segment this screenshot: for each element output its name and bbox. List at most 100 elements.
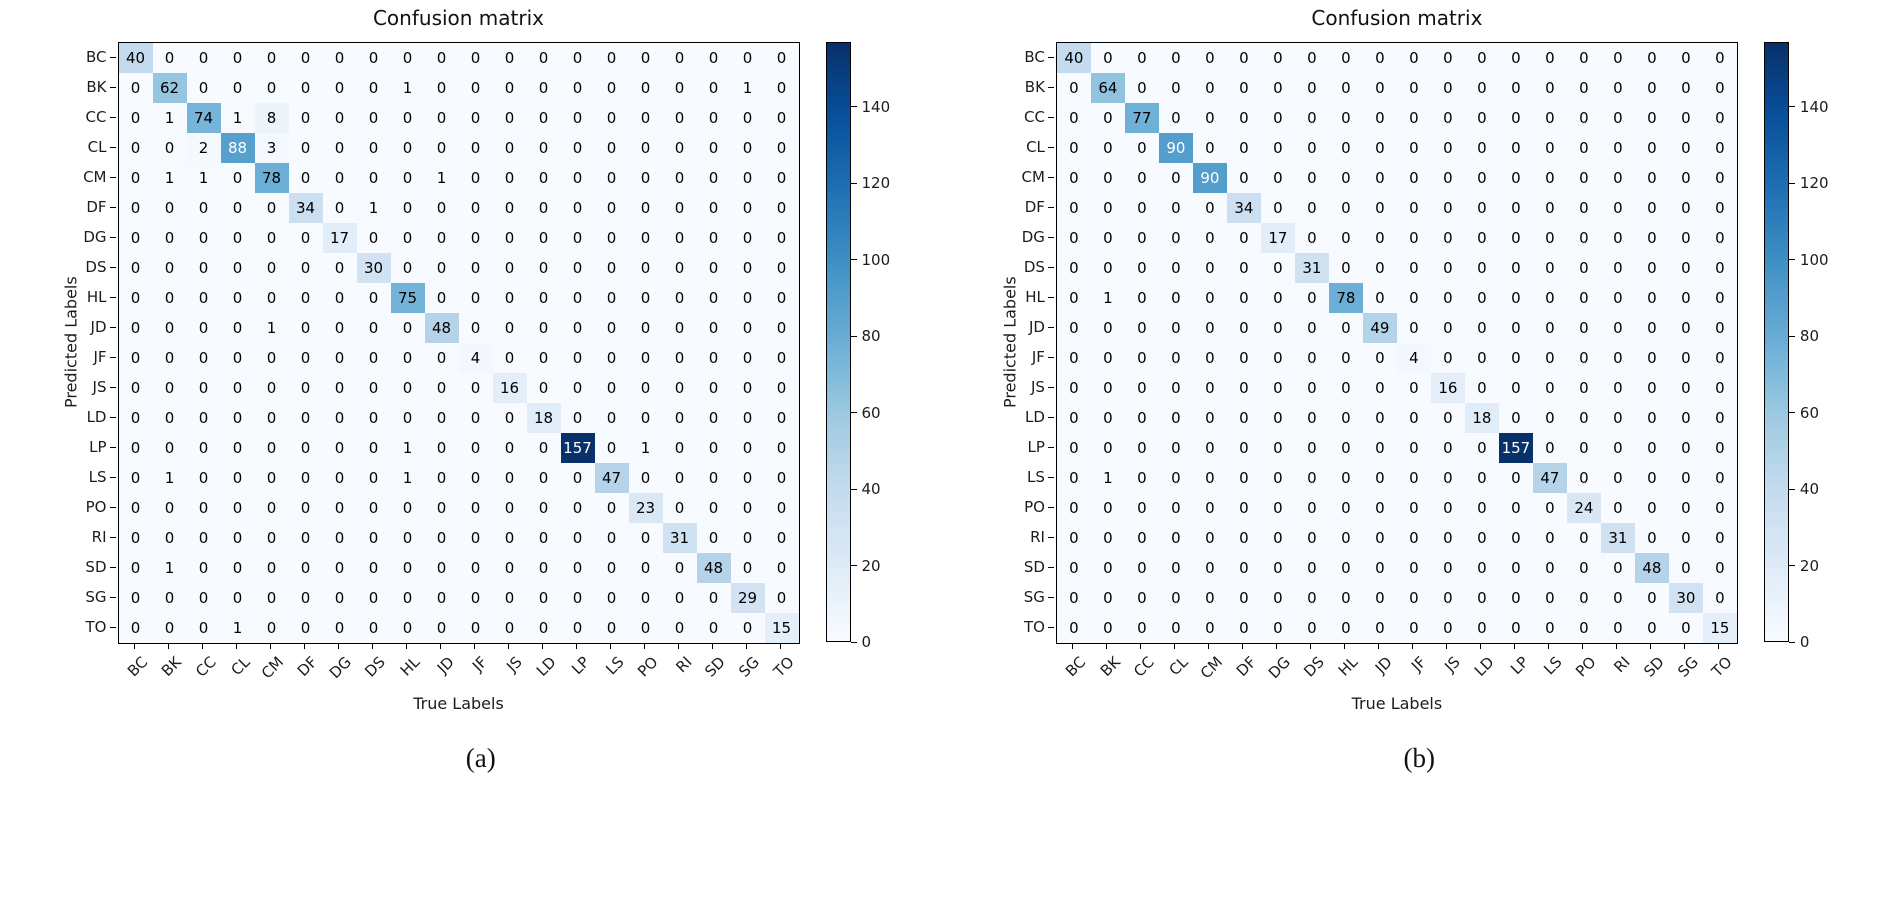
- heatmap-cell: 0: [1226, 43, 1261, 73]
- x-tick: DF: [288, 644, 322, 692]
- heatmap-cell: 0: [730, 133, 765, 163]
- heatmap-cell: 0: [390, 103, 425, 133]
- heatmap-cell: 0: [730, 343, 765, 373]
- heatmap-cell: 0: [764, 313, 799, 343]
- heatmap-cell: 0: [1600, 313, 1635, 343]
- heatmap-cell: 0: [1702, 433, 1737, 463]
- heatmap-cell: 0: [526, 43, 561, 73]
- heatmap-cell: 0: [730, 523, 765, 553]
- heatmap-cell: 0: [390, 163, 425, 193]
- heatmap-cell: 0: [220, 43, 255, 73]
- heatmap-cell: 0: [730, 613, 765, 643]
- heatmap-cell: 0: [118, 193, 153, 223]
- heatmap-cell: 0: [1090, 163, 1125, 193]
- heatmap-cell: 48: [424, 313, 459, 343]
- heatmap-cell: 0: [356, 553, 391, 583]
- heatmap-cell: 0: [1464, 373, 1499, 403]
- heatmap-cell: 0: [1600, 103, 1635, 133]
- y-tick-label: TO: [1022, 612, 1056, 642]
- x-tick-label: RI: [671, 653, 696, 677]
- y-tick-label: CL: [1022, 132, 1056, 162]
- heatmap-cell: 0: [1090, 223, 1125, 253]
- heatmap-cell: 0: [1702, 283, 1737, 313]
- heatmap-cell: 0: [492, 583, 527, 613]
- heatmap-cell: 0: [152, 253, 187, 283]
- heatmap-cell: 0: [1362, 343, 1397, 373]
- heatmap-cell: 0: [1362, 193, 1397, 223]
- heatmap-cell: 0: [1566, 523, 1601, 553]
- heatmap-cell: 40: [118, 43, 153, 73]
- heatmap-cell: 64: [1090, 73, 1125, 103]
- heatmap-cell: 0: [1702, 313, 1737, 343]
- heatmap-cell: 0: [356, 313, 391, 343]
- heatmap-cell: 0: [1634, 493, 1669, 523]
- heatmap-cell: 0: [1362, 463, 1397, 493]
- x-tick: PO: [628, 644, 662, 692]
- heatmap-cell: 0: [594, 373, 629, 403]
- heatmap-cell: 0: [560, 613, 595, 643]
- y-tick-label: CM: [1022, 162, 1056, 192]
- x-tick: BC: [1056, 644, 1090, 692]
- heatmap-cell: 34: [288, 193, 323, 223]
- heatmap-cell: 0: [628, 553, 663, 583]
- heatmap-cell: 30: [1668, 583, 1703, 613]
- heatmap-cell: 0: [1260, 73, 1295, 103]
- heatmap-cell: 0: [288, 163, 323, 193]
- heatmap-cell: 0: [1056, 163, 1091, 193]
- x-tick: LP: [1498, 644, 1532, 692]
- heatmap-cell: 0: [1702, 343, 1737, 373]
- heatmap-cell: 0: [1294, 43, 1329, 73]
- colorbar-tick-label: 80: [1799, 327, 1820, 346]
- heatmap-cell: 0: [560, 43, 595, 73]
- heatmap-cell: 0: [220, 193, 255, 223]
- heatmap-cell: 0: [1702, 133, 1737, 163]
- x-tick: LP: [560, 644, 594, 692]
- heatmap-cell: 0: [1532, 73, 1567, 103]
- heatmap-cell: 0: [1532, 403, 1567, 433]
- heatmap-cell: 0: [186, 403, 221, 433]
- heatmap-cell: 0: [1430, 583, 1465, 613]
- y-tick-label: JS: [1022, 372, 1056, 402]
- heatmap-cell: 0: [1566, 313, 1601, 343]
- heatmap-cell: 0: [560, 403, 595, 433]
- colorbar-tick-mark: [1788, 106, 1795, 108]
- heatmap-cell: 0: [1566, 463, 1601, 493]
- colorbar-tick-label: 80: [861, 327, 881, 346]
- heatmap-cell: 47: [594, 463, 629, 493]
- x-tick-label: CC: [1130, 653, 1158, 681]
- heatmap-cell: 0: [628, 163, 663, 193]
- x-tick: SG: [730, 644, 764, 692]
- x-tick-label: JD: [433, 653, 458, 678]
- heatmap-cell: 0: [1464, 43, 1499, 73]
- heatmap-cell: 0: [1668, 163, 1703, 193]
- colorbar-tick-mark: [1788, 259, 1795, 261]
- x-tick-labels: BC BK CC CL CM DF DG DS HL JD JF JS LD LP LS PO RI SD SG TO: [118, 644, 800, 692]
- heatmap-cell: 0: [1668, 313, 1703, 343]
- heatmap-cell: 0: [1634, 313, 1669, 343]
- heatmap-cell: 0: [1124, 343, 1159, 373]
- heatmap-cell: 0: [1498, 133, 1533, 163]
- heatmap-cell: 0: [458, 253, 493, 283]
- x-tick-label: BK: [1096, 653, 1124, 680]
- heatmap-cell: 0: [1294, 493, 1329, 523]
- heatmap-cell: 0: [1668, 193, 1703, 223]
- heatmap-cell: 0: [1362, 103, 1397, 133]
- heatmap-cell: 0: [560, 523, 595, 553]
- heatmap-cell: 0: [356, 343, 391, 373]
- heatmap-cell: 0: [322, 313, 357, 343]
- y-tick-label: DS: [83, 252, 117, 282]
- heatmap-cell: 0: [764, 463, 799, 493]
- heatmap-cell: 0: [1532, 163, 1567, 193]
- heatmap-cell: 0: [1498, 313, 1533, 343]
- heatmap-cell: 0: [1124, 163, 1159, 193]
- heatmap-cell: 0: [662, 403, 697, 433]
- heatmap-cell: 0: [1260, 433, 1295, 463]
- heatmap-cell: 0: [696, 163, 731, 193]
- heatmap-cell: 0: [696, 583, 731, 613]
- heatmap-cell: 0: [424, 253, 459, 283]
- heatmap-cell: 0: [1090, 193, 1125, 223]
- heatmap-cell: 0: [1498, 223, 1533, 253]
- heatmap-cell: 0: [1056, 103, 1091, 133]
- heatmap-cell: 0: [1464, 553, 1499, 583]
- heatmap-cell: 0: [1430, 613, 1465, 643]
